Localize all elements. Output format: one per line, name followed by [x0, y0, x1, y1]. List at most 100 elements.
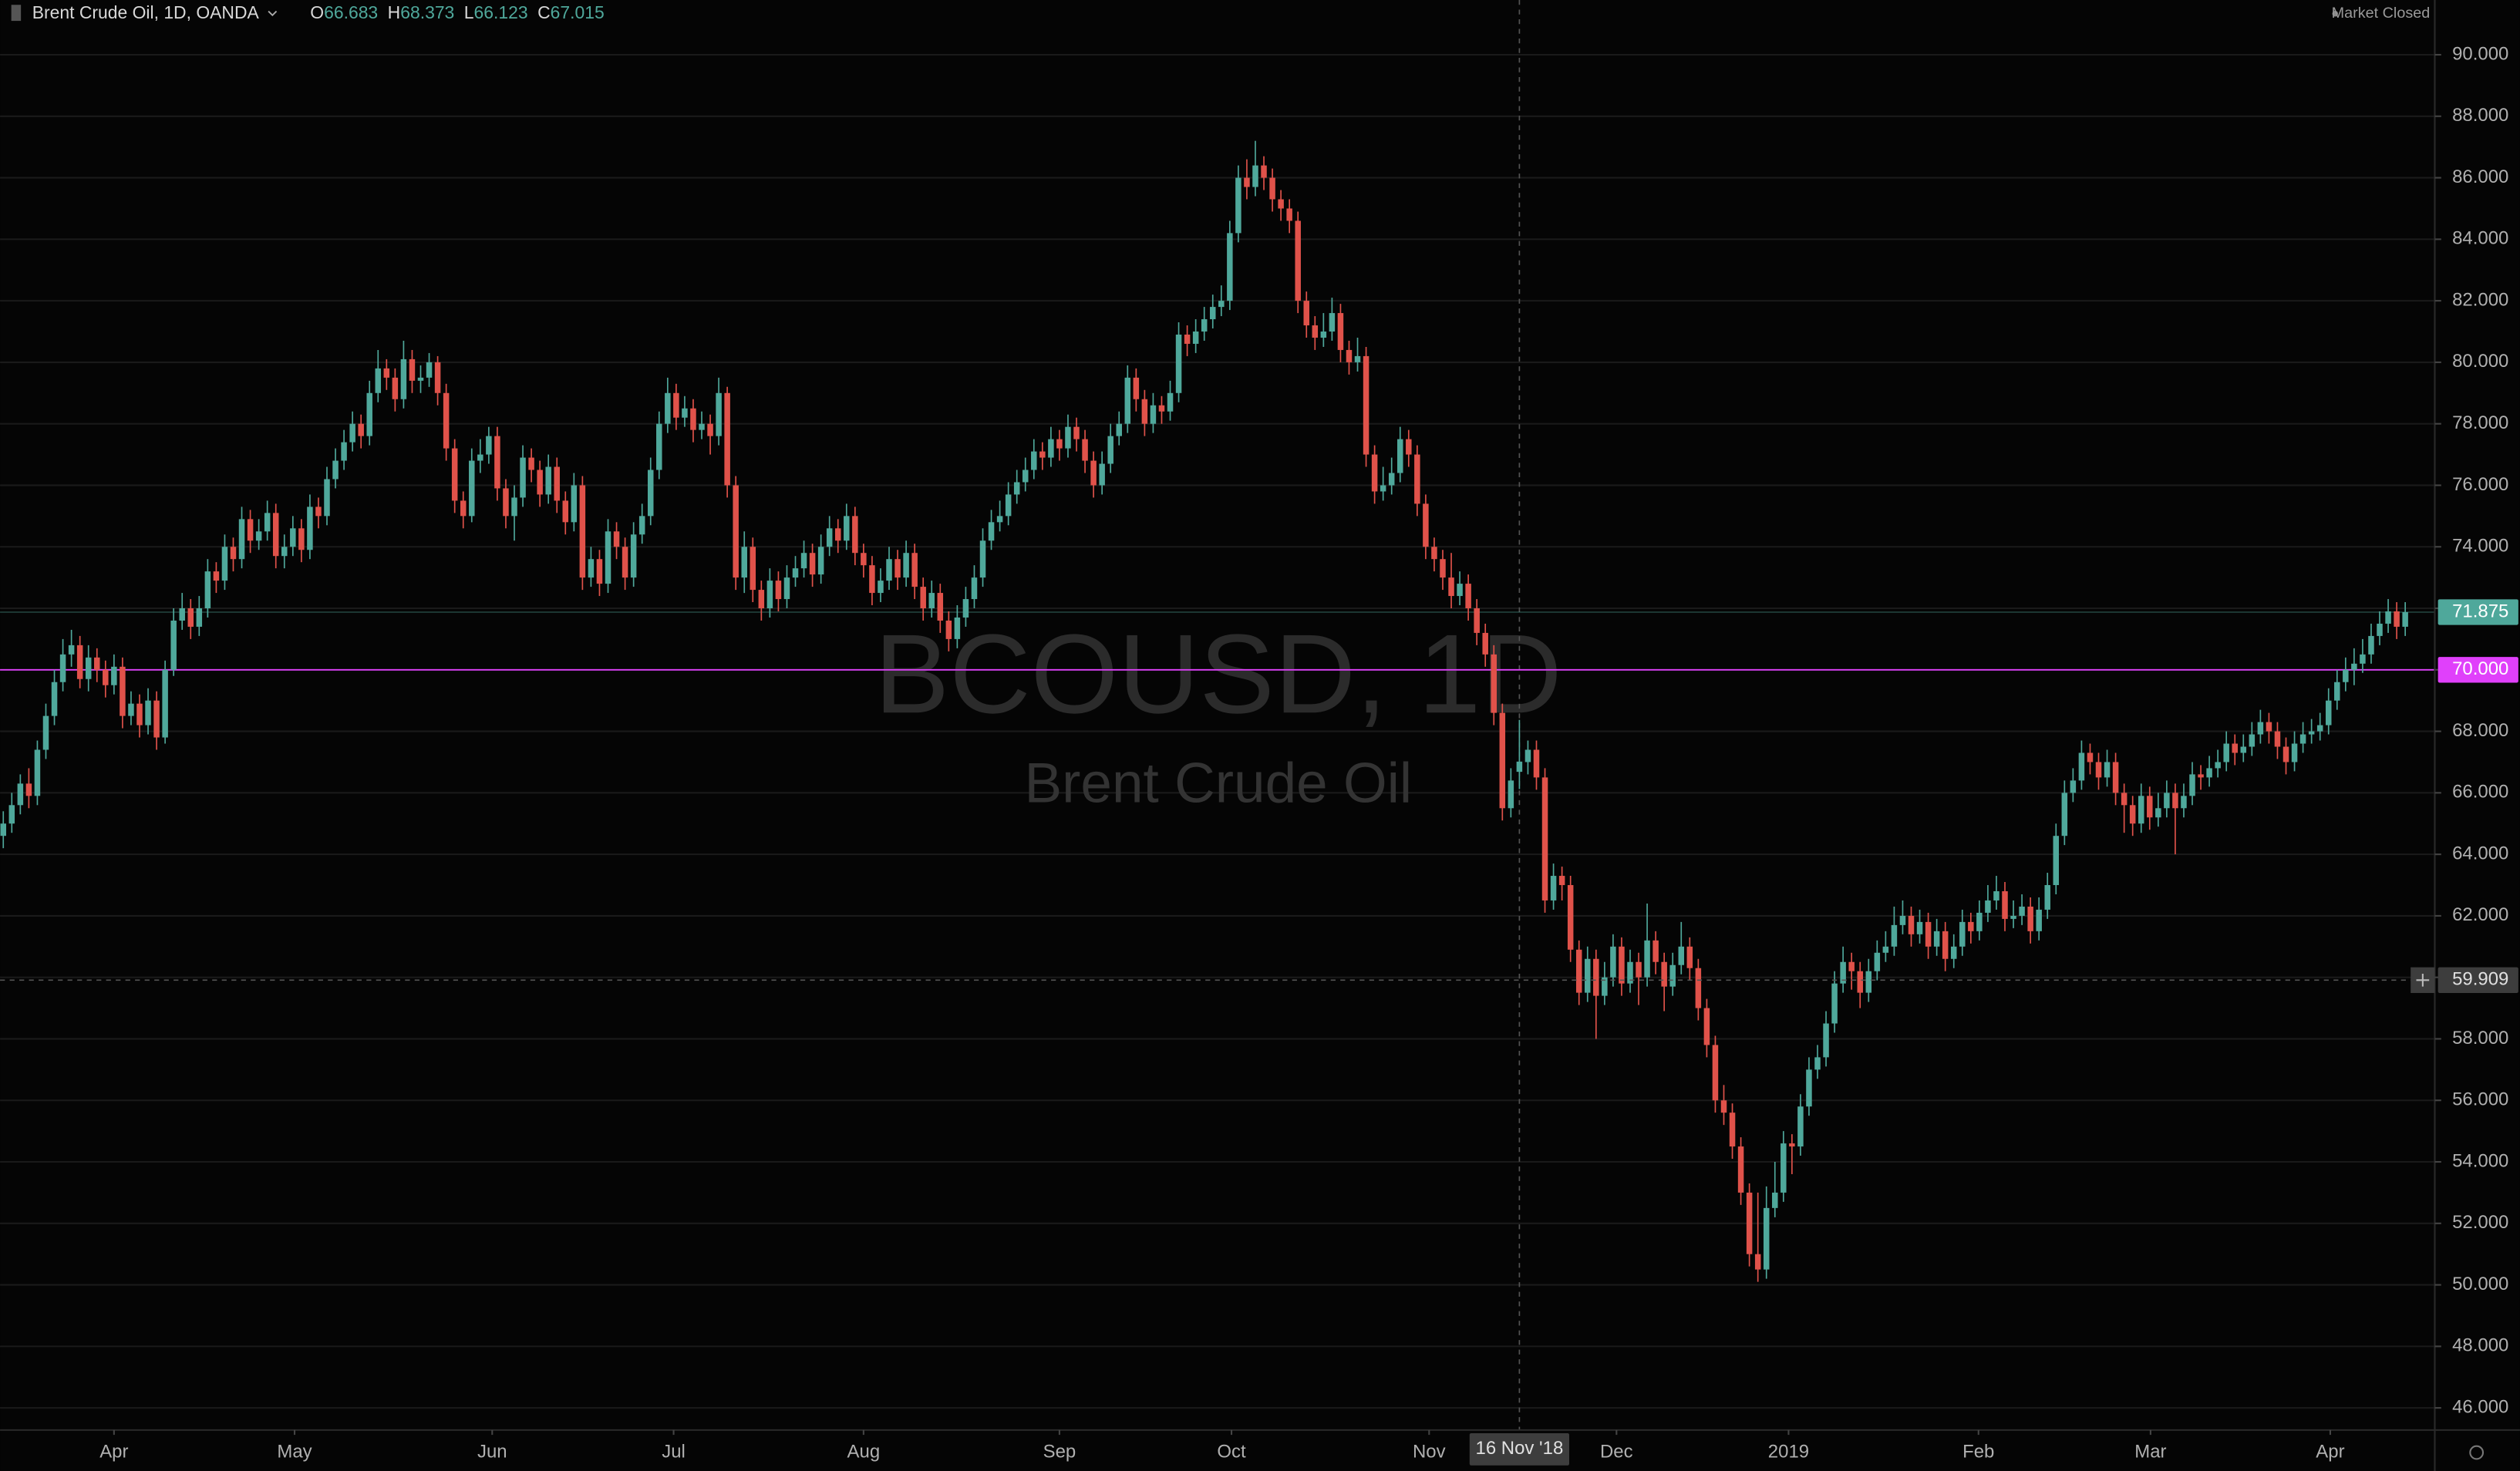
candle-body	[1192, 332, 1199, 344]
candle-body	[834, 528, 841, 541]
candle-body	[630, 534, 637, 578]
candle-body	[800, 553, 807, 569]
candle-body	[2112, 762, 2119, 793]
candle-body	[2377, 623, 2383, 636]
candle-body	[1048, 439, 1054, 458]
y-tick-label: 46.000	[2452, 1396, 2508, 1417]
candle-body	[2334, 682, 2340, 701]
candle-body	[2095, 762, 2102, 778]
candle-body	[1440, 559, 1446, 578]
candle-body	[520, 457, 526, 498]
candle-body	[162, 669, 168, 738]
ohlc-value: 66.123	[474, 2, 528, 22]
symbol-title[interactable]: Brent Crude Oil, 1D, OANDA	[32, 2, 260, 22]
candle-body	[869, 565, 875, 594]
candle-body	[1789, 1143, 1795, 1147]
x-tick-label: Apr	[2316, 1441, 2344, 1462]
candle-body	[1209, 307, 1216, 320]
candle-body	[1346, 349, 1353, 362]
symbol-menu-chevron[interactable]	[268, 10, 278, 17]
ohlc-label: L	[464, 2, 474, 22]
candle-body	[1959, 921, 1966, 947]
candle-body	[1925, 921, 1932, 947]
candle-body	[1746, 1192, 1753, 1254]
candle-body	[1388, 473, 1395, 486]
candle-body	[349, 423, 355, 443]
x-tick-label: Feb	[1962, 1441, 1994, 1462]
candle-body	[1320, 332, 1327, 338]
candle-body	[2053, 836, 2060, 886]
candle-body	[2087, 752, 2094, 762]
candle-body	[247, 519, 254, 541]
candle-body	[979, 540, 986, 578]
candle-body	[937, 593, 944, 621]
candle-body	[1107, 436, 1113, 464]
candle-body	[1201, 319, 1208, 332]
x-tick-label: Oct	[1217, 1441, 1246, 1462]
candle-body	[724, 392, 730, 486]
candle-body	[51, 682, 58, 716]
candle-body	[741, 547, 747, 578]
candle-body	[1729, 1113, 1736, 1147]
candle-body	[2368, 635, 2374, 655]
candle-body	[0, 823, 7, 836]
candle-body	[1073, 426, 1080, 439]
candle-body	[1244, 177, 1250, 187]
settings-icon[interactable]	[2469, 1445, 2485, 1460]
candle-body	[392, 377, 399, 399]
candle-body	[1737, 1146, 1744, 1193]
candle-body	[1516, 761, 1523, 773]
candle-body	[1619, 946, 1625, 984]
candle-body	[656, 423, 662, 470]
candle-body	[1575, 949, 1582, 993]
ohlc-label: O	[310, 2, 324, 22]
candle-body	[562, 500, 569, 523]
candle-body	[1337, 313, 1344, 350]
candle-body	[290, 528, 296, 547]
candle-body	[145, 700, 151, 725]
candle-body	[1184, 334, 1191, 344]
candle-body	[1669, 964, 1676, 987]
candle-body	[1363, 355, 1369, 455]
y-tick-label: 54.000	[2452, 1150, 2508, 1171]
x-tick-label: Nov	[1413, 1441, 1446, 1462]
candle-body	[383, 368, 390, 378]
candle-body	[1431, 547, 1437, 560]
candle-body	[707, 423, 713, 436]
candle-body	[1602, 977, 1608, 996]
last-price-label: 71.875	[2452, 601, 2508, 621]
candle-body	[554, 466, 560, 501]
candle-body	[1661, 961, 1667, 987]
candle-body	[2164, 793, 2170, 809]
candle-body	[76, 645, 83, 679]
candle-body	[2172, 793, 2178, 809]
candle-body	[2078, 752, 2085, 781]
y-tick-label: 68.000	[2452, 720, 2508, 741]
candle-body	[1295, 220, 1301, 301]
candle-body	[443, 392, 450, 449]
candle-body	[1508, 780, 1514, 809]
y-tick-label: 66.000	[2452, 782, 2508, 803]
y-tick-label: 82.000	[2452, 289, 2508, 310]
candle-body	[59, 654, 66, 682]
candle-body	[1278, 199, 1284, 209]
candle-body	[1610, 946, 1616, 978]
candle-body	[1465, 584, 1471, 609]
candle-body	[775, 581, 782, 600]
candle-body	[503, 488, 509, 517]
y-tick-label: 64.000	[2452, 843, 2508, 863]
candle-body	[2129, 805, 2136, 824]
candle-body	[1099, 463, 1105, 486]
candle-body	[2206, 768, 2212, 778]
candle-body	[1022, 470, 1029, 483]
candle-body	[281, 547, 288, 557]
crosshair-add-icon	[2416, 973, 2430, 987]
candle-body	[204, 571, 211, 609]
x-tick-label: Mar	[2134, 1441, 2166, 1462]
candle-body	[1763, 1207, 1770, 1270]
candle-body	[307, 507, 313, 550]
candle-body	[187, 608, 194, 627]
candle-body	[341, 442, 347, 461]
candle-body	[1874, 952, 1881, 971]
